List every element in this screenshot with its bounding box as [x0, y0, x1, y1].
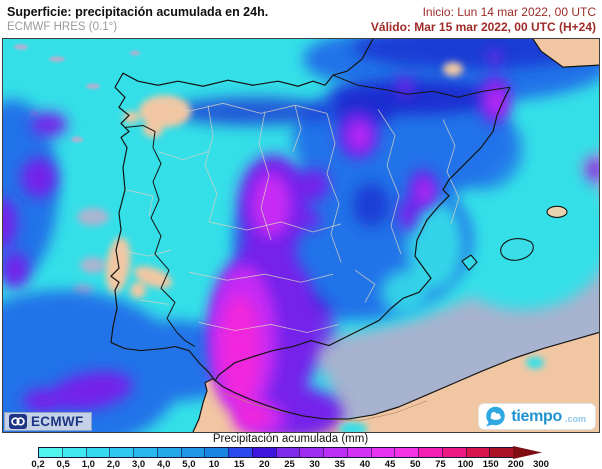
valid-time: Válido: Mar 15 mar 2022, 00 UTC (H+24): [370, 20, 596, 34]
colorbar-segment: [489, 448, 513, 457]
colorbar-label: 25: [284, 459, 295, 469]
islands: [461, 205, 568, 271]
precip-cyan-repatch: [381, 199, 463, 315]
colorbar-label: 2,0: [106, 459, 121, 469]
colorbar-segment: [299, 448, 323, 457]
sea-gray-patches: [14, 44, 140, 297]
tiempo-logo-text: tiempo: [511, 407, 562, 425]
colorbar-label: 4,0: [157, 459, 171, 469]
africa-borders: [222, 392, 428, 422]
colorbar-segment: [61, 448, 86, 457]
colorbar-segment: [275, 448, 300, 457]
ibiza-island: [461, 254, 478, 271]
colorbar-segment: [323, 448, 347, 457]
colorbar-label: 0,5: [56, 459, 70, 469]
header-right: Inicio: Lun 14 mar 2022, 00 UTC Válido: …: [371, 5, 596, 35]
tiempo-logo: tiempo .com: [478, 403, 596, 430]
africa-coast: [192, 331, 599, 432]
colorbar-label: 100: [457, 459, 474, 469]
coastlines: [110, 39, 599, 432]
colorbar-label: 10: [208, 459, 220, 469]
colorbar-label: 3,0: [131, 459, 146, 469]
colorbar: [38, 447, 514, 458]
iberia-coast: [110, 39, 511, 382]
precip-pink-core: [220, 295, 271, 428]
colorbar-label: 75: [435, 459, 446, 469]
colorbar-label: 30: [309, 459, 320, 469]
colorbar-label: 15: [233, 459, 245, 469]
portugal-border: [124, 124, 196, 347]
colorbar-label: 0,2: [31, 459, 45, 469]
colorbar-segment: [418, 448, 442, 457]
colorbar-segment: [370, 448, 395, 457]
colorbar-label: 50: [409, 459, 421, 469]
colorbar-title: Precipitación acumulada (mm): [212, 433, 369, 445]
colorbar-segment: [39, 448, 62, 457]
colorbar-segment: [394, 448, 418, 457]
colorbar-label: 20: [259, 459, 270, 469]
colorbar-label: 35: [334, 459, 346, 469]
mallorca-island: [500, 238, 534, 261]
init-time: Inicio: Lun 14 mar 2022, 00 UTC: [422, 5, 596, 19]
tiempo-logo-icon: [486, 406, 506, 427]
colorbar-segment: [251, 448, 276, 457]
colorbar-label: 200: [507, 459, 524, 469]
colorbar-label: 300: [533, 459, 549, 469]
province-borders: [118, 98, 460, 333]
pyrenees-border: [332, 74, 511, 98]
colorbar-panel: Precipitación acumulada (mm): [0, 433, 602, 469]
colorbar-segment: [85, 448, 110, 457]
colorbar-segment: [180, 448, 205, 457]
colorbar-arrow: [513, 446, 542, 459]
tiempo-logo-tld: .com: [564, 414, 586, 424]
colorbar-segment: [133, 448, 157, 457]
header: Superficie: precipitación acumulada en 2…: [0, 0, 602, 38]
colorbar-label: 150: [482, 459, 499, 469]
colorbar-segment: [109, 448, 133, 457]
colorbar-label: 45: [384, 459, 396, 469]
colorbar-segment: [441, 448, 466, 457]
colorbar-labels: 0,2 0,5 1,0 2,0 3,0 4,0 5,0 10 15 20 25 …: [31, 459, 549, 469]
colorbar-label: 5,0: [182, 459, 196, 469]
colorbar-label: 1,0: [81, 459, 95, 469]
page-title: Superficie: precipitación acumulada en 2…: [7, 5, 269, 19]
model-label: ECMWF HRES (0.1°): [7, 21, 118, 33]
precipitation-map: [3, 39, 599, 432]
colorbar-segment: [156, 448, 181, 457]
colorbar-label: 40: [359, 459, 371, 469]
colorbar-segment: [204, 448, 228, 457]
ecmwf-logo-text: ECMWF: [31, 414, 84, 429]
africa-cyan-spots: [339, 356, 544, 432]
header-left: Superficie: precipitación acumulada en 2…: [7, 4, 268, 35]
colorbar-segment: [465, 448, 490, 457]
france-land: [533, 39, 599, 68]
map-frame: ECMWF tiempo .com: [2, 38, 600, 433]
france-med-coast: [532, 39, 599, 68]
menorca-island: [546, 205, 568, 218]
ecmwf-logo: ECMWF: [4, 412, 92, 431]
ecmwf-logo-icon: [9, 414, 27, 429]
colorbar-segment: [228, 448, 252, 457]
colorbar-segment: [346, 448, 371, 457]
